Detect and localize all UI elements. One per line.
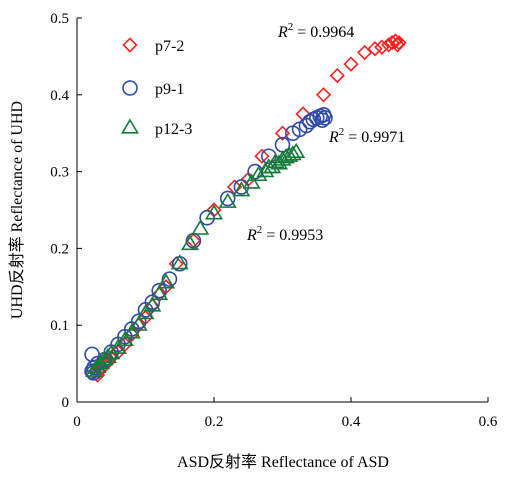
legend-marker-p9-1 <box>122 80 138 96</box>
data-point-p12-3 <box>143 296 162 312</box>
data-point-p9-1 <box>260 148 277 165</box>
legend-label-p12-3: p12-3 <box>155 121 192 138</box>
legend-item-p12-3: p12-3 <box>120 118 192 138</box>
data-point-p9-1 <box>199 209 215 226</box>
data-point-p12-3 <box>191 219 210 235</box>
r2-annotation-p9-1: R2 = 0.9971 <box>328 126 405 146</box>
data-point-p12-3 <box>122 323 141 339</box>
legend-item-p9-1: p9-1 <box>122 80 184 98</box>
y-axis-title: UHD反射率 Reflectance of UHD <box>8 101 26 319</box>
data-point-p12-3 <box>170 254 189 270</box>
data-point-p12-3 <box>218 192 237 208</box>
data-point-p9-1 <box>144 294 161 310</box>
legend-label-p9-1: p9-1 <box>155 81 184 98</box>
data-point-p12-3 <box>287 142 306 158</box>
data-point-p12-3 <box>249 165 268 182</box>
x-axis-title: ASD反射率 Reflectance of ASD <box>177 453 389 471</box>
data-point-p12-3 <box>109 338 128 354</box>
y-tick-label: 0.2 <box>50 241 69 257</box>
data-point-p12-3 <box>242 173 261 189</box>
data-point-p7-2 <box>374 39 390 55</box>
y-tick-label: 0.3 <box>50 165 69 181</box>
legend-label-p7-2: p7-2 <box>155 38 184 55</box>
data-point-p9-1 <box>314 112 331 128</box>
data-point-p12-3 <box>157 273 176 289</box>
data-point-p9-1 <box>317 110 333 126</box>
data-point-p12-3 <box>88 357 107 374</box>
legend-marker-p12-3 <box>120 118 140 134</box>
axis-ticks: 0 0.2 0.4 0.6 0 0.1 0.2 0.3 0.4 0.5 <box>50 11 498 430</box>
y-tick-label: 0 <box>62 395 70 411</box>
data-point-p7-2 <box>367 41 383 57</box>
data-point-p9-1 <box>185 232 202 249</box>
data-point-p12-3 <box>259 158 278 174</box>
data-point-p12-3 <box>232 181 251 197</box>
x-tick-label: 0.6 <box>479 414 498 430</box>
series-p12-3 <box>85 142 306 377</box>
data-point-p12-3 <box>98 347 117 364</box>
data-point-p9-1 <box>219 190 236 207</box>
data-point-p12-3 <box>283 145 302 161</box>
data-point-p12-3 <box>102 344 121 360</box>
y-tick-label: 0.5 <box>50 11 69 27</box>
axes-frame <box>76 18 488 403</box>
data-point-p7-2 <box>315 87 332 103</box>
data-point-p7-2 <box>329 67 345 84</box>
data-point-p12-3 <box>136 304 155 320</box>
data-point-p7-2 <box>389 37 406 53</box>
data-point-p7-2 <box>343 56 359 72</box>
r2-annotation-p12-3: R2 = 0.9953 <box>246 224 323 244</box>
data-point-p7-2 <box>254 148 270 164</box>
y-tick-label: 0.4 <box>50 88 69 104</box>
x-tick-label: 0.2 <box>205 414 224 430</box>
y-tick-label: 0.1 <box>50 318 69 334</box>
x-tick-label: 0 <box>73 414 81 430</box>
data-point-p12-3 <box>256 162 275 178</box>
data-point-p12-3 <box>280 146 299 162</box>
data-point-p12-3 <box>129 315 148 331</box>
data-points <box>84 33 407 383</box>
data-point-p9-1 <box>161 271 178 287</box>
data-point-p12-3 <box>85 361 104 377</box>
data-point-p9-1 <box>151 282 167 299</box>
data-point-p7-2 <box>387 33 404 49</box>
data-point-p12-3 <box>266 152 285 168</box>
legend-marker-p7-2 <box>122 37 138 53</box>
legend-item-p7-2: p7-2 <box>122 37 184 55</box>
data-point-p12-3 <box>115 330 134 347</box>
data-point-p12-3 <box>204 204 224 220</box>
x-tick-label: 0.4 <box>342 414 361 430</box>
data-point-p12-3 <box>181 234 200 251</box>
data-point-p9-1 <box>130 313 147 330</box>
data-point-p12-3 <box>150 284 169 301</box>
data-point-p9-1 <box>233 179 250 195</box>
r2-annotation-p7-2: R2 = 0.9964 <box>277 21 354 41</box>
legend: p7-2 p9-1 p12-3 <box>120 37 192 138</box>
